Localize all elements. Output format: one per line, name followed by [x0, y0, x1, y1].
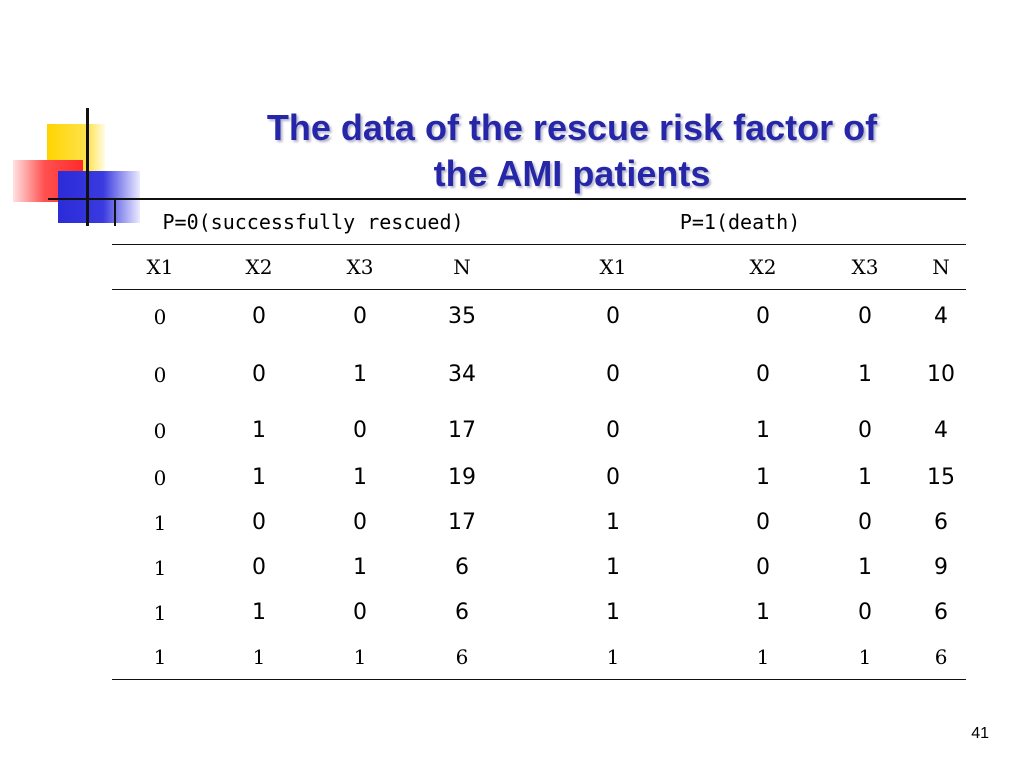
table-cell: 0 — [252, 510, 266, 535]
column-header: X2 — [208, 244, 310, 290]
table-cell: 1 — [153, 510, 167, 535]
table-cell: 6 — [410, 635, 515, 680]
group-header-death: P=1(death) — [514, 200, 967, 245]
column-header: X3 — [310, 244, 410, 290]
table-cell: 0 — [858, 600, 873, 625]
table-row: 0 1 0 17 0 1 0 4 — [112, 406, 966, 456]
table-cell: 0 — [153, 465, 167, 490]
column-header: X2 — [712, 244, 815, 290]
decor-vertical-line — [86, 108, 89, 226]
table-cell: 1 — [153, 600, 167, 625]
table-cell: 1 — [112, 635, 208, 680]
table-cell: 1 — [208, 635, 310, 680]
table-cell: 0 — [353, 418, 367, 443]
slide-title-line1: The data of the rescue risk factor of — [266, 107, 878, 148]
group-header-row: P=0(successfully rescued) P=1(death) — [112, 200, 967, 245]
table-cell: 1 — [858, 555, 873, 580]
table-cell: 0 — [858, 510, 873, 535]
table-cell: 34 — [448, 362, 477, 387]
table-cell: 0 — [606, 418, 621, 443]
column-header: X1 — [514, 244, 713, 290]
table-cell: 0 — [153, 362, 167, 387]
table-cell: 0 — [756, 304, 771, 330]
column-header: N — [916, 244, 967, 290]
decor-horizontal-rule — [48, 198, 966, 200]
slide-title: The data of the rescue risk factor of th… — [222, 105, 922, 197]
table-cell: 1 — [756, 418, 771, 443]
table-cell: 17 — [448, 510, 477, 535]
table-cell: 0 — [756, 510, 771, 535]
table-cell: 1 — [756, 600, 771, 625]
table-row: 0 1 1 19 0 1 1 15 — [112, 456, 966, 500]
table-cell: 9 — [934, 555, 949, 580]
table-cell: 1 — [606, 555, 621, 580]
table-cell: 1 — [814, 635, 917, 680]
table-cell: 1 — [252, 600, 266, 625]
group-header-survived: P=0(successfully rescued) — [112, 200, 515, 245]
table-cell: 1 — [310, 635, 410, 680]
table-row: 0 0 0 35 0 0 0 4 — [112, 290, 966, 344]
table-cell: 1 — [252, 465, 266, 490]
table-cell: 0 — [606, 362, 621, 387]
table-row: 1 0 0 17 1 0 0 6 — [112, 500, 966, 546]
table-cell: 17 — [448, 418, 477, 443]
table-cell: 10 — [927, 362, 956, 387]
table-cell: 1 — [756, 465, 771, 490]
table-cell: 0 — [153, 418, 167, 443]
table-cell: 6 — [934, 510, 949, 535]
table-row: 1 1 1 6 1 1 1 6 — [112, 635, 967, 680]
table-cell: 0 — [353, 600, 367, 625]
table-cell: 19 — [448, 465, 477, 490]
table-cell: 1 — [606, 600, 621, 625]
table-cell: 0 — [353, 304, 367, 330]
table-cell: 0 — [252, 555, 266, 580]
table-cell: 0 — [756, 555, 771, 580]
table-cell: 35 — [448, 304, 477, 330]
slide-title-line2: the AMI patients — [433, 153, 711, 194]
table-cell: 1 — [353, 555, 367, 580]
table-cell: 0 — [153, 304, 167, 329]
table-cell: 1 — [606, 510, 621, 535]
table-cell: 4 — [934, 304, 949, 330]
table-cell: 4 — [934, 418, 949, 443]
table-cell: 0 — [606, 465, 621, 490]
column-header: X1 — [112, 244, 208, 290]
table-cell: 0 — [353, 510, 367, 535]
data-table: P=0(successfully rescued) P=1(death) X1 … — [112, 200, 967, 680]
table-cell: 6 — [934, 600, 949, 625]
table-row: 1 0 1 6 1 0 1 9 — [112, 546, 966, 590]
table-cell: 6 — [455, 600, 470, 625]
column-header: X3 — [814, 244, 917, 290]
table-cell: 1 — [353, 465, 367, 490]
table-cell: 0 — [252, 304, 266, 330]
table-cell: 0 — [606, 304, 621, 330]
table-cell: 0 — [252, 362, 266, 387]
table-cell: 1 — [858, 362, 873, 387]
page-number: 41 — [971, 725, 989, 742]
table-cell: 1 — [153, 555, 167, 580]
column-header-row: X1 X2 X3 N X1 X2 X3 N — [112, 244, 967, 290]
table-cell: 1 — [353, 362, 367, 387]
table-cell: 1 — [252, 418, 266, 443]
table-cell: 1 — [858, 465, 873, 490]
table-cell: 6 — [916, 635, 967, 680]
table-cell: 6 — [455, 555, 470, 580]
table-cell: 15 — [927, 465, 956, 490]
table-cell: 0 — [858, 304, 873, 330]
table-cell: 0 — [858, 418, 873, 443]
table-cell: 1 — [712, 635, 815, 680]
table-row: 1 1 0 6 1 1 0 6 — [112, 590, 966, 636]
table-cell: 1 — [514, 635, 713, 680]
column-header: N — [410, 244, 515, 290]
table-cell: 0 — [756, 362, 771, 387]
table-row: 0 0 1 34 0 0 1 10 — [112, 344, 966, 406]
